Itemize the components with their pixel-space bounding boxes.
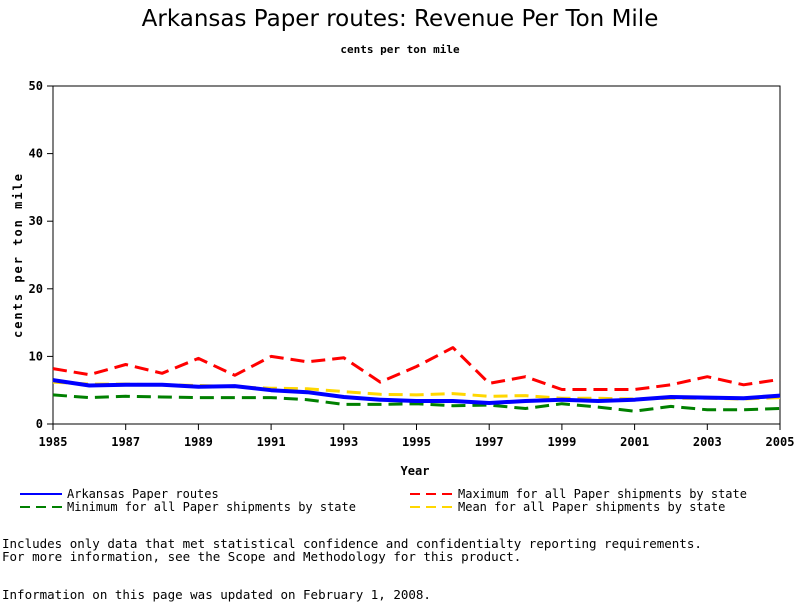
- x-tick-label: 1989: [184, 435, 213, 449]
- y-tick-label: 30: [29, 214, 43, 228]
- note-confidence: Includes only data that met statistical …: [2, 536, 702, 551]
- x-tick-label: 1985: [39, 435, 68, 449]
- legend-item-arkansas: Arkansas Paper routes: [20, 487, 219, 501]
- x-tick-label: 1999: [547, 435, 576, 449]
- note-updated: Information on this page was updated on …: [2, 587, 431, 602]
- x-tick-label: 1987: [111, 435, 140, 449]
- series-line-arkansas: [52, 378, 781, 405]
- note-methodology: For more information, see the Scope and …: [2, 549, 522, 564]
- chart-subtitle: cents per ton mile: [340, 43, 460, 56]
- legend: Arkansas Paper routes Maximum for all Pap…: [20, 487, 747, 514]
- x-tick-label: 1995: [402, 435, 431, 449]
- legend-item-minimum: Minimum for all Paper shipments by state: [20, 500, 356, 514]
- series-line-maximum: [52, 346, 781, 391]
- legend-item-mean: Mean for all Paper shipments by state: [410, 500, 725, 514]
- x-tick-label: 1991: [257, 435, 286, 449]
- chart-title: Arkansas Paper routes: Revenue Per Ton M…: [141, 6, 659, 32]
- series-line-minimum: [52, 393, 781, 413]
- y-axis-title: cents per ton mile: [11, 172, 25, 338]
- legend-item-maximum: Maximum for all Paper shipments by state: [410, 487, 747, 501]
- y-tick-label: 0: [36, 417, 43, 431]
- x-tick-label: 1993: [329, 435, 358, 449]
- x-axis-title: Year: [401, 464, 430, 478]
- x-tick-label: 2005: [766, 435, 795, 449]
- y-tick-label: 50: [29, 79, 43, 93]
- y-tick-label: 20: [29, 282, 43, 296]
- y-tick-label: 40: [29, 147, 43, 161]
- x-tick-label: 2001: [620, 435, 649, 449]
- line-chart: 1985 1987 1989 1991 1993 1995 1997 1999 2001 2003…: [11, 79, 795, 514]
- legend-label: Mean for all Paper shipments by state: [458, 500, 725, 514]
- legend-label: Arkansas Paper routes: [67, 487, 219, 501]
- legend-label: Minimum for all Paper shipments by state: [67, 500, 356, 514]
- x-tick-label: 2003: [693, 435, 722, 449]
- series-line-mean: [52, 380, 781, 401]
- y-tick-label: 10: [29, 349, 43, 363]
- legend-label: Maximum for all Paper shipments by state: [458, 487, 747, 501]
- x-tick-label: 1997: [475, 435, 504, 449]
